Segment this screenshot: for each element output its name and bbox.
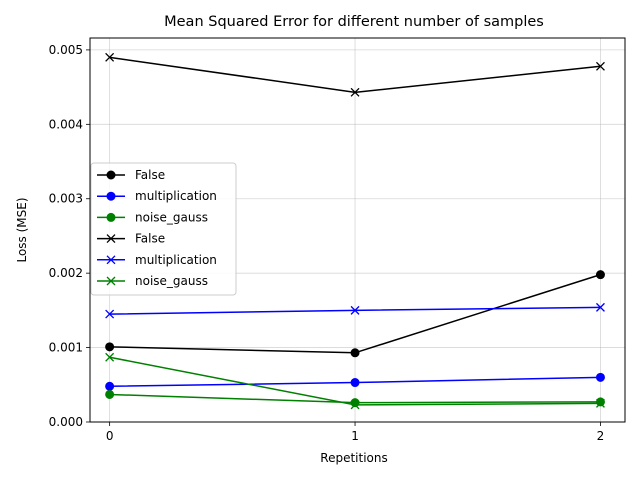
legend-label: noise_gauss [135,210,208,224]
series-0 [105,270,605,358]
legend-marker [106,170,116,180]
y-tick-label: 0.001 [49,341,83,355]
legend-marker [106,255,116,265]
legend-entry: False [97,168,165,182]
legend-entry: multiplication [97,189,217,203]
y-axis-label: Loss (MSE) [15,197,29,262]
y-tick-label: 0.004 [49,117,83,131]
legend-label: noise_gauss [135,274,208,288]
legend: False multiplication noise_gauss False multi… [90,162,237,296]
data-point [350,87,360,97]
legend-entry: multiplication [97,253,217,267]
legend-label: False [135,232,165,246]
data-point [350,400,360,410]
x-tick-label: 0 [106,429,114,443]
legend-entry: noise_gauss [97,210,208,224]
y-tick-label: 0.000 [49,415,83,429]
data-point [105,52,115,62]
y-tick-label: 0.003 [49,192,83,206]
legend-entry: noise_gauss [97,274,208,288]
data-point [105,381,115,391]
data-point [105,342,115,352]
x-tick-label: 2 [597,429,605,443]
data-point [105,389,115,399]
legend-entry: False [97,232,165,246]
legend-marker [106,234,116,244]
series-3 [105,52,605,97]
chart-title: Mean Squared Error for different number … [164,14,544,30]
x-axis-label: Repetitions [320,451,387,465]
data-point [595,398,605,408]
data-point [595,397,605,407]
y-tick-label: 0.005 [49,43,83,57]
series-4 [105,302,605,319]
legend-label: multiplication [135,253,217,267]
legend-label: False [135,168,165,182]
data-point [105,352,115,362]
axis-ticks: 0 1 2 0.000 0.001 0.002 0.003 0.004 0.005 [49,43,605,443]
plot-series [105,52,605,410]
legend-marker [106,212,116,222]
plot-frame [89,37,626,423]
data-point [105,309,115,319]
x-tick-label: 1 [351,429,359,443]
data-point [595,61,605,71]
data-point [595,372,605,382]
legend-box [90,162,237,296]
legend-marker [106,191,116,201]
data-point [350,378,360,388]
series-2 [105,389,605,408]
series-5 [105,352,605,410]
data-point [350,348,360,358]
data-point [595,270,605,280]
y-tick-label: 0.002 [49,266,83,280]
legend-label: multiplication [135,189,217,203]
legend-marker [106,276,116,286]
data-point [350,305,360,315]
data-point [595,302,605,312]
